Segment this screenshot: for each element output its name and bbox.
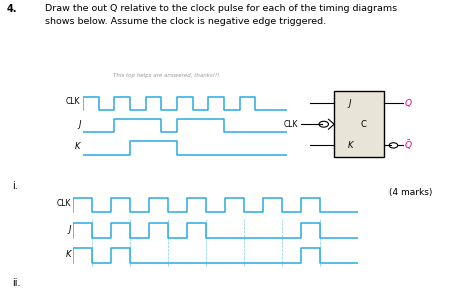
Text: K: K — [65, 250, 71, 259]
Text: Q: Q — [404, 98, 411, 108]
Text: This top helps are answered, thanks!!!: This top helps are answered, thanks!!! — [113, 74, 219, 78]
Text: CLK: CLK — [56, 199, 71, 208]
Text: (4 marks): (4 marks) — [389, 188, 432, 197]
Text: J: J — [78, 120, 81, 128]
Text: J: J — [348, 98, 351, 108]
Text: CLK: CLK — [284, 120, 299, 129]
Text: Draw the out Q relative to the clock pulse for each of the timing diagrams
shows: Draw the out Q relative to the clock pul… — [45, 4, 397, 26]
Text: CLK: CLK — [66, 97, 81, 106]
Text: ii.: ii. — [12, 278, 20, 288]
Text: i.: i. — [12, 181, 18, 191]
Text: K: K — [348, 141, 354, 150]
Text: K: K — [75, 142, 81, 151]
Text: C: C — [360, 120, 366, 129]
Text: $\bar{Q}$: $\bar{Q}$ — [404, 138, 413, 152]
Text: J: J — [69, 225, 71, 234]
Text: 4.: 4. — [7, 4, 18, 14]
